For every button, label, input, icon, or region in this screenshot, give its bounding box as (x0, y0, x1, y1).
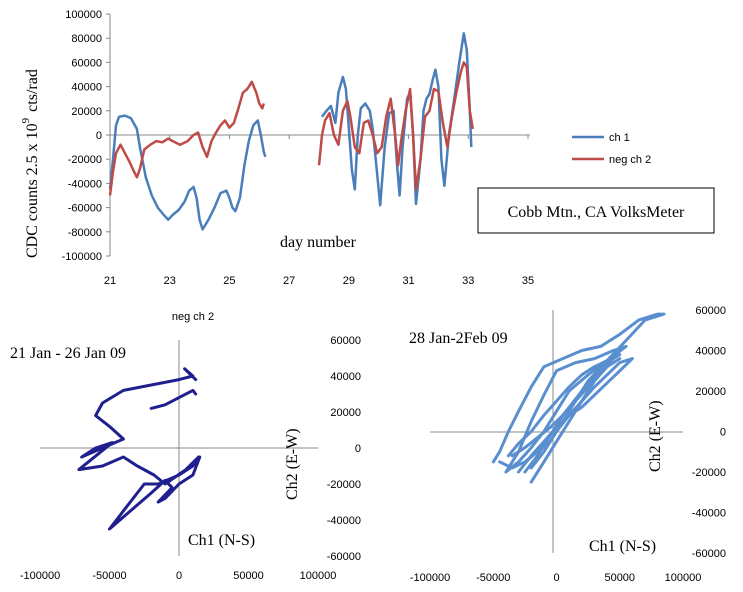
top-x-tick-label: 25 (223, 275, 235, 287)
br-date-annotation: 28 Jan-2Feb 09 (409, 330, 508, 347)
top-y-tick-label: -100000 (62, 251, 102, 263)
bl-y-tick-labels: 60000 40000 20000 0 -20000 -40000 -60000 (327, 335, 361, 563)
br-x-tick-label: 100000 (665, 572, 702, 584)
br-orbit-trace (506, 353, 622, 458)
top-y-tick-label: 20000 (71, 106, 102, 118)
br-y-tick-label: 40000 (695, 346, 726, 358)
br-x-tick-label: 50000 (604, 572, 635, 584)
bl-y-tick-label: -40000 (327, 515, 361, 527)
bl-x-axis-label: Ch1 (N-S) (188, 532, 255, 549)
br-x-axis-label: Ch1 (N-S) (589, 538, 656, 555)
br-y-tick-label: 60000 (695, 305, 726, 317)
legend-label-neg-ch2: neg ch 2 (609, 154, 651, 166)
bl-y-tick-label: 40000 (330, 371, 361, 383)
bl-title: neg ch 2 (172, 311, 214, 323)
top-x-tick-label: 29 (343, 275, 355, 287)
top-y-tick-label: -80000 (68, 227, 102, 239)
top-x-tick-label: 21 (104, 275, 116, 287)
br-y-tick-label: 20000 (695, 386, 726, 398)
annotation-box (477, 187, 715, 234)
top-x-tick-label: 23 (164, 275, 176, 287)
top-x-tick-label: 35 (522, 275, 534, 287)
top-y-tick-label: 100000 (65, 9, 102, 21)
br-y-tick-label: 0 (720, 427, 726, 439)
top-y-tick-label: -60000 (68, 203, 102, 215)
top-y-tick-label: 80000 (71, 33, 102, 45)
series-line-neg-ch2 (108, 80, 265, 196)
bl-x-tick-label: 100000 (300, 570, 337, 582)
bl-x-tick-label: -50000 (92, 570, 126, 582)
bl-orbit-trace (149, 388, 198, 410)
top-x-tick-label: 31 (402, 275, 414, 287)
orbit-plot-jan28-feb2: -100000 -50000 0 50000 100000 60000 40000 2000… (409, 305, 726, 584)
br-y-tick-label: -40000 (692, 508, 726, 520)
top-y-tick-label: 0 (96, 130, 102, 142)
br-orbit-trace (523, 357, 622, 484)
top-y-tick-label: -40000 (68, 178, 102, 190)
br-y-axis-label: Ch2 (E-W) (647, 400, 664, 472)
bl-y-axis-label: Ch2 (E-W) (284, 428, 301, 500)
time-series-chart: 100000 80000 60000 40000 20000 0 -20000 -40000 -… (20, 9, 715, 287)
top-y-tick-label: 60000 (71, 57, 102, 69)
bl-series-lines (77, 367, 202, 531)
top-x-tick-labels: 21 23 25 27 29 31 33 35 (104, 135, 534, 287)
bl-x-tick-label: 50000 (233, 570, 264, 582)
bl-y-tick-label: -20000 (327, 479, 361, 491)
legend: ch 1 neg ch 2 (572, 132, 651, 166)
bl-y-tick-label: -60000 (327, 551, 361, 563)
br-x-tick-labels: -100000 -50000 0 50000 100000 (410, 572, 702, 584)
series-line-neg-ch2 (317, 61, 475, 191)
top-x-tick-label: 33 (462, 275, 474, 287)
top-x-axis-label: day number (280, 234, 357, 251)
series-line-ch1 (108, 114, 267, 231)
station-annotation: Cobb Mtn., CA VolksMeter (508, 204, 685, 221)
top-y-tick-label: 40000 (71, 82, 102, 94)
bl-y-tick-label: 0 (355, 443, 361, 455)
top-y-axis-label: CDC counts 2.5 x 109cts/rad (20, 69, 41, 258)
br-y-tick-labels: 60000 40000 20000 0 -20000 -40000 -60000 (692, 305, 726, 560)
bl-y-tick-label: 20000 (330, 407, 361, 419)
br-y-tick-label: -60000 (692, 548, 726, 560)
series-line-ch1 (321, 32, 473, 207)
bl-x-tick-label: 0 (176, 570, 182, 582)
br-x-tick-label: -100000 (410, 572, 450, 584)
top-y-tick-label: -20000 (68, 154, 102, 166)
top-y-tick-labels: 100000 80000 60000 40000 20000 0 -20000 -40000 -… (62, 9, 110, 263)
legend-label-ch1: ch 1 (609, 132, 630, 144)
bl-x-tick-label: -100000 (20, 570, 60, 582)
br-x-tick-label: 0 (553, 572, 559, 584)
br-series-lines (491, 312, 666, 484)
top-x-tick-label: 27 (283, 275, 295, 287)
top-series-lines (108, 32, 475, 231)
bl-y-tick-label: 60000 (330, 335, 361, 347)
br-y-tick-label: -20000 (692, 467, 726, 479)
bl-date-annotation: 21 Jan - 26 Jan 09 (10, 345, 126, 362)
br-x-tick-label: -50000 (476, 572, 510, 584)
bl-orbit-trace (77, 367, 202, 531)
bl-x-tick-labels: -100000 -50000 0 50000 100000 (20, 570, 337, 582)
orbit-plot-jan21-26: -100000 -50000 0 50000 100000 60000 40000 2000… (10, 311, 361, 582)
